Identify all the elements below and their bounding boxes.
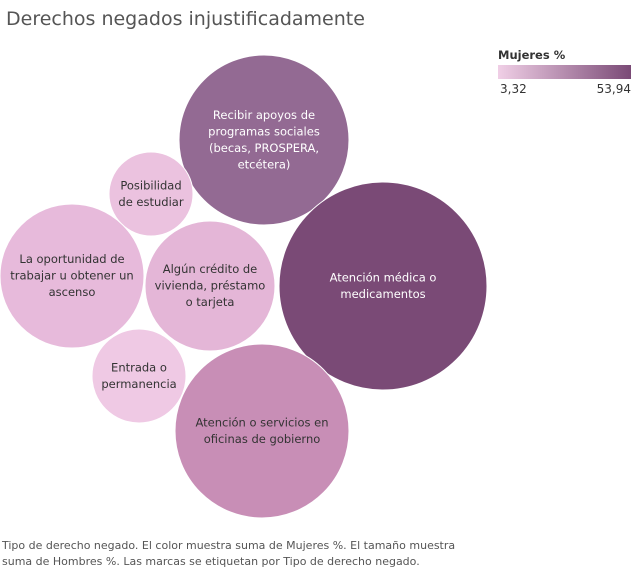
bubble-label-recibir-apoyos: etcétera): [238, 157, 291, 171]
bubble-circle-atencion-medica[interactable]: [278, 181, 488, 391]
bubble-label-oportunidad-trabajar: ascenso: [49, 285, 96, 299]
bubble-label-atencion-medica: Atención médica o: [330, 270, 437, 284]
bubble-label-recibir-apoyos: (becas, PROSPERA,: [209, 141, 319, 155]
bubble-label-posibilidad-estudiar: Posibilidad: [120, 178, 181, 192]
bubble-label-recibir-apoyos: Recibir apoyos de: [213, 108, 315, 122]
bubble-label-oportunidad-trabajar: La oportunidad de: [19, 252, 124, 266]
bubble-label-entrada-permanencia: permanencia: [101, 377, 176, 391]
bubble-atencion-medica[interactable]: Atención médica o medicamentos: [278, 181, 488, 391]
bubble-circle-atencion-oficinas[interactable]: [174, 343, 350, 519]
legend-labels: 3,32 53,94: [498, 82, 634, 98]
legend-max-label: 53,94: [596, 82, 631, 96]
bubble-circle-entrada-permanencia[interactable]: [91, 328, 187, 424]
bubble-entrada-permanencia[interactable]: Entrada o permanencia: [91, 328, 187, 424]
legend-gradient-bar: [498, 65, 631, 79]
bubble-label-entrada-permanencia: Entrada o: [111, 360, 167, 374]
legend-min-label: 3,32: [500, 82, 527, 96]
bubble-recibir-apoyos[interactable]: Recibir apoyos de programas sociales (beca…: [178, 54, 350, 226]
bubble-circle-credito-vivienda[interactable]: [144, 220, 276, 352]
bubble-circle-oportunidad-trabajar[interactable]: [0, 203, 145, 349]
bubble-label-oportunidad-trabajar: trabajar u obtener un: [10, 269, 133, 283]
bubble-atencion-oficinas[interactable]: Atención o servicios en oficinas de gobie…: [174, 343, 350, 519]
bubble-label-recibir-apoyos: programas sociales: [208, 124, 320, 138]
chart-caption: Tipo de derecho negado. El color muestra…: [2, 539, 456, 568]
bubble-label-credito-vivienda: Algún crédito de: [163, 262, 258, 276]
bubble-label-credito-vivienda: o tarjeta: [186, 295, 235, 309]
bubble-label-atencion-medica: medicamentos: [340, 287, 425, 301]
bubble-label-credito-vivienda: vivienda, préstamo: [155, 279, 266, 293]
bubble-circle-recibir-apoyos[interactable]: [178, 54, 350, 226]
bubble-label-atencion-oficinas: Atención o servicios en: [195, 415, 328, 429]
bubble-circle-posibilidad-estudiar[interactable]: [108, 151, 194, 237]
color-legend: Mujeres % 3,32 53,94: [498, 48, 634, 98]
bubble-oportunidad-trabajar[interactable]: La oportunidad de trabajar u obtener un as…: [0, 203, 145, 349]
bubble-label-atencion-oficinas: oficinas de gobierno: [204, 432, 321, 446]
bubble-credito-vivienda[interactable]: Algún crédito de vivienda, préstamo o tarj…: [144, 220, 276, 352]
chart-title: Derechos negados injustificadamente: [6, 8, 365, 30]
legend-title: Mujeres %: [498, 48, 566, 62]
bubble-posibilidad-estudiar[interactable]: Posibilidad de estudiar: [108, 151, 194, 237]
bubble-label-posibilidad-estudiar: de estudiar: [118, 195, 183, 209]
